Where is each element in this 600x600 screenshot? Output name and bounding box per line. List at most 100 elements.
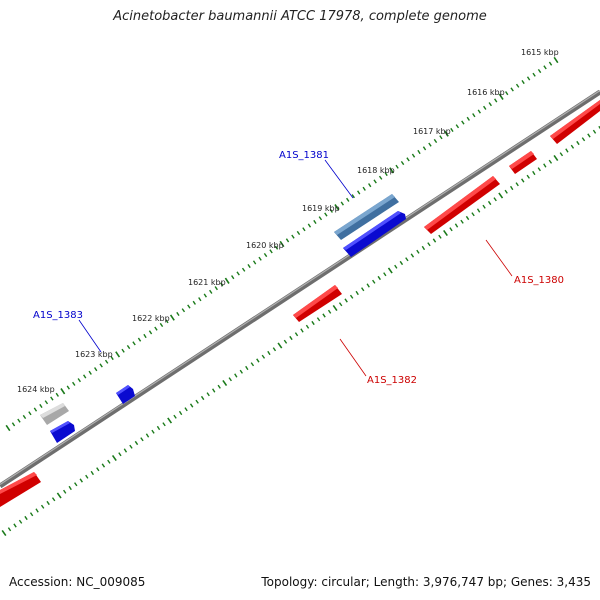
scale-tick [455, 124, 460, 129]
gene-label-a1s-1380[interactable]: A1S_1380 [514, 275, 564, 286]
genome-backbone [0, 89, 600, 489]
scale-tick [60, 388, 66, 395]
scale-tick [159, 322, 164, 328]
scale-tick [498, 192, 504, 199]
scale-tick [553, 56, 559, 64]
gene-feature-small-forward[interactable] [116, 385, 135, 404]
scale-tick [349, 294, 354, 299]
scale-tick [300, 328, 304, 333]
scale-tick [56, 492, 62, 499]
scale-tick [515, 83, 520, 88]
scale-tick [104, 359, 109, 364]
scale-tick [203, 293, 207, 298]
scale-tick [532, 170, 536, 176]
scale-tick [11, 422, 16, 427]
scale-tick [394, 264, 398, 269]
scale-tick [362, 186, 366, 191]
scale-tick [83, 374, 87, 379]
scale-tick [115, 351, 121, 358]
scale-tick [101, 463, 106, 468]
scale-tick [510, 185, 514, 191]
gene-label-a1s-1383[interactable]: A1S_1383 [33, 310, 83, 321]
scale-tick [24, 515, 28, 521]
kbp-label: 1615 kbp [521, 48, 559, 57]
scale-tick [406, 157, 410, 162]
scale-tick [384, 172, 388, 177]
scale-tick [63, 489, 67, 494]
scale-tick [269, 249, 273, 254]
scale-tick [206, 392, 210, 397]
gene-feature-a1s-1383[interactable] [40, 403, 75, 443]
scale-tick [85, 474, 89, 479]
scale-tick [355, 290, 359, 296]
scale-tick [40, 504, 45, 509]
gene-feature-a1s-1380[interactable] [424, 176, 500, 234]
scale-tick [439, 135, 443, 140]
scale-tick [598, 125, 600, 130]
forward-strand-features [40, 194, 406, 443]
scale-tick [357, 190, 361, 195]
kbp-scale-labels: 1615 kbp 1616 kbp 1617 kbp 1618 kbp 1619… [17, 48, 559, 394]
scale-tick [411, 153, 416, 158]
gene-feature-a1s-1382[interactable] [293, 285, 342, 322]
scale-tick [44, 400, 49, 405]
gene-feature-edge-right[interactable] [550, 100, 600, 144]
scale-tick [228, 377, 232, 382]
scale-tick [18, 519, 23, 524]
gene-feature-a1s-1381[interactable] [334, 194, 406, 257]
gene-label-a1s-1382[interactable]: A1S_1382 [367, 375, 417, 386]
scale-tick [565, 148, 569, 153]
scale-tick [277, 342, 283, 349]
scale-tick [476, 208, 481, 213]
scale-tick [66, 385, 70, 390]
scale-tick [483, 105, 487, 110]
outer-tick-ring [5, 56, 559, 432]
scale-tick [239, 369, 243, 374]
scale-tick [344, 298, 348, 303]
scale-tick [466, 116, 470, 121]
kbp-label: 1620 kbp [246, 241, 284, 250]
scale-tick [465, 215, 470, 221]
kbp-label: 1617 kbp [413, 127, 451, 136]
scale-tick [378, 175, 383, 180]
scale-tick [399, 260, 404, 266]
scale-tick [421, 245, 426, 251]
scale-tick [548, 61, 553, 66]
scale-tick [387, 267, 393, 274]
scale-tick [214, 286, 218, 291]
scale-tick [165, 319, 169, 324]
scale-tick [428, 142, 432, 147]
scale-tick [329, 208, 333, 213]
scale-tick [256, 358, 260, 363]
scale-tick [29, 512, 34, 517]
scale-tick [96, 467, 100, 472]
scale-tick [289, 335, 293, 341]
scale-tick [400, 160, 405, 166]
scale-tick [416, 249, 420, 254]
scale-tick [33, 407, 38, 412]
gene-feature-small-reverse[interactable] [509, 151, 537, 174]
scale-tick [576, 140, 580, 146]
scale-tick [493, 197, 497, 202]
inner-tick-ring [1, 125, 600, 537]
scale-tick [291, 234, 295, 239]
scale-tick [222, 379, 228, 387]
gene-feature-edge-left[interactable] [0, 472, 41, 507]
scale-tick [570, 144, 575, 149]
genome-backbone-highlight [0, 89, 600, 486]
scale-tick [443, 229, 448, 237]
scale-tick [383, 272, 387, 277]
scale-tick [279, 240, 285, 248]
scale-tick [156, 425, 161, 431]
scale-tick [334, 204, 340, 211]
scale-tick [515, 182, 519, 187]
scale-tick [46, 500, 50, 506]
gene-label-a1s-1381[interactable]: A1S_1381 [279, 150, 329, 161]
kbp-label: 1623 kbp [75, 350, 113, 359]
scale-tick [263, 252, 268, 258]
scale-tick [283, 339, 288, 344]
scale-tick [543, 65, 547, 70]
scale-tick [17, 418, 21, 423]
scale-tick [94, 367, 98, 372]
